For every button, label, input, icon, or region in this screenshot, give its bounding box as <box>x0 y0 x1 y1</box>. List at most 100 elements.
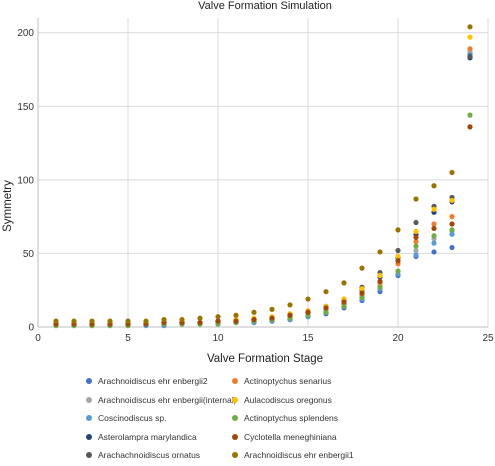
data-point <box>377 272 383 279</box>
data-point <box>395 268 401 274</box>
data-point <box>467 53 473 59</box>
data-point <box>323 289 329 295</box>
data-point <box>413 252 419 258</box>
data-point <box>287 312 293 318</box>
data-point <box>251 317 257 323</box>
data-point <box>359 290 365 296</box>
data-points <box>53 24 473 329</box>
legend-label: Arachnoidiscus ehr enbergii2 <box>98 376 208 386</box>
data-point <box>233 312 239 318</box>
legend-item: Arachnoidiscus ehr enbergii1 <box>232 450 354 460</box>
data-point <box>359 286 365 292</box>
data-point <box>449 197 455 204</box>
x-tick-label: 10 <box>212 333 224 344</box>
x-tick-label: 25 <box>482 333 494 344</box>
data-point <box>341 280 347 286</box>
data-point <box>449 244 455 251</box>
data-point <box>413 219 419 226</box>
data-point <box>215 318 221 324</box>
data-point <box>449 221 455 227</box>
legend-item: Aulacodiscus oregonus <box>232 395 332 405</box>
data-point <box>377 249 383 255</box>
data-point <box>467 112 473 118</box>
y-tick-label: 0 <box>28 323 34 334</box>
legend-marker <box>86 433 92 440</box>
legend-label: Actinoptychus splendens <box>244 413 339 423</box>
data-point <box>449 214 455 220</box>
legend-marker <box>86 396 92 403</box>
data-point <box>197 315 203 321</box>
data-point <box>161 317 167 323</box>
data-point <box>53 318 59 324</box>
data-point <box>269 306 275 312</box>
data-point <box>431 240 437 246</box>
x-tick-label: 5 <box>125 333 131 344</box>
y-tick-label: 150 <box>17 102 34 113</box>
data-point <box>431 221 437 227</box>
legend-item: Arachnoidiscus ehr enbergii2 <box>86 376 208 386</box>
data-point <box>179 317 185 323</box>
data-point <box>413 196 419 202</box>
data-point <box>89 318 95 324</box>
data-point <box>413 243 419 249</box>
data-point <box>305 309 311 315</box>
data-point <box>467 46 473 52</box>
legend-item: Arachachnoidiscus ornatus <box>86 450 200 460</box>
data-point <box>143 318 149 324</box>
data-point <box>413 228 419 234</box>
data-point <box>449 227 455 233</box>
data-point <box>341 303 347 309</box>
data-point <box>341 299 347 305</box>
legend-item: Cyclotella meneghiniana <box>232 432 337 442</box>
data-point <box>467 24 473 30</box>
legend-label: Arachachnoidiscus ornatus <box>98 450 201 460</box>
legend-item: Actinoptychus splendens <box>232 413 338 423</box>
grid <box>38 18 489 327</box>
data-point <box>395 227 401 233</box>
legend-label: Actinoptychus senarius <box>244 376 332 386</box>
data-point <box>449 231 455 237</box>
legend-label: Coscinodiscus sp. <box>98 413 167 423</box>
y-tick-label: 200 <box>17 28 34 39</box>
legend-marker <box>86 452 92 458</box>
legend-item: Actinoptychus senarius <box>232 376 331 386</box>
axes: 0 5 10 15 20 25 0 50 100 150 200 <box>17 18 494 344</box>
legend-marker <box>232 433 238 440</box>
legend-label: Aulacodiscus oregonus <box>244 394 332 405</box>
data-point <box>431 233 437 239</box>
data-point <box>323 305 329 311</box>
data-point <box>287 302 293 308</box>
legend-label: Asterolampra marylandica <box>98 431 197 442</box>
legend-label: Arachnoidiscus ehr enbergii1 <box>244 450 354 460</box>
data-point <box>359 294 365 301</box>
data-point <box>377 278 383 284</box>
data-point <box>395 258 401 264</box>
y-tick-label: 100 <box>17 175 34 186</box>
data-point <box>395 247 401 254</box>
x-axis-label: Valve Formation Stage <box>207 353 323 365</box>
data-point <box>395 253 401 259</box>
legend-label: Cyclotella meneghiniana <box>244 431 337 442</box>
data-point <box>413 234 419 240</box>
legend-marker <box>232 396 238 403</box>
data-point <box>269 315 275 321</box>
legend: Arachnoidiscus ehr enbergii2 Arachnoidisc… <box>86 376 386 466</box>
data-point <box>431 225 437 232</box>
data-point <box>305 296 311 302</box>
legend-marker <box>232 378 238 384</box>
legend-item: Asterolampra marylandica <box>86 432 197 442</box>
chart-title: Valve Formation Simulation <box>198 0 332 12</box>
data-point <box>413 239 419 245</box>
data-point <box>71 318 77 324</box>
legend-item: Coscinodiscus sp. <box>86 413 167 423</box>
data-point <box>107 318 113 324</box>
data-point <box>449 169 455 176</box>
legend-item: Arachnoidiscus ehr enbergii(internal) <box>86 395 236 405</box>
data-point <box>431 183 437 189</box>
data-point <box>323 309 329 315</box>
legend-marker <box>86 378 92 384</box>
legend-marker <box>232 415 238 421</box>
data-point <box>215 314 221 320</box>
x-tick-label: 20 <box>392 333 404 344</box>
